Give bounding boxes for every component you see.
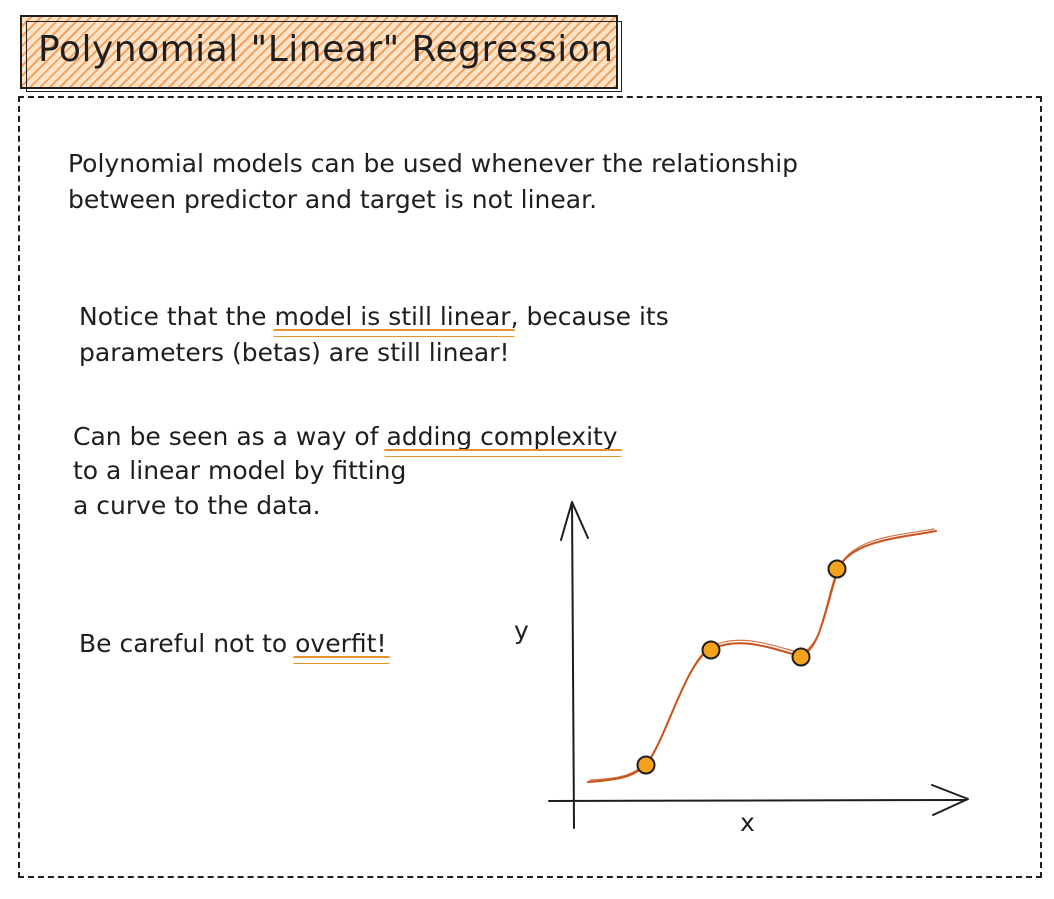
intro-line-2: between predictor and target is not line… [68, 185, 598, 214]
notice-text-post: , because its [510, 302, 669, 331]
careful-text-pre: Be careful not to [79, 629, 296, 658]
complexity-line-2: to a linear model by fitting [73, 456, 407, 485]
data-point-3 [791, 647, 811, 667]
x-axis-label: x [740, 808, 755, 837]
page-title: Polynomial "Linear" Regression [38, 29, 614, 70]
y-axis [571, 501, 575, 829]
careful-line: Be careful not to overfit! [79, 626, 391, 664]
data-point-2 [701, 640, 721, 660]
careful-highlight: overfit! [293, 626, 391, 664]
data-point-1 [636, 755, 656, 775]
complexity-line-3: a curve to the data. [73, 491, 321, 520]
y-axis-arrowhead [560, 501, 589, 541]
title-box: Polynomial "Linear" Regression [20, 15, 622, 92]
notice-line-2: parameters (betas) are still linear! [79, 338, 510, 367]
y-axis-label: y [514, 616, 529, 645]
notice-highlight: model is still linear [272, 299, 515, 337]
data-point-4 [827, 559, 847, 579]
complexity-highlight: adding complexity [384, 419, 622, 457]
complexity-text-pre: Can be seen as a way of [73, 422, 387, 451]
notice-line-1: Notice that the model is still linear, b… [79, 299, 669, 337]
x-axis-arrowhead [931, 784, 969, 816]
intro-line-1: Polynomial models can be used whenever t… [68, 149, 799, 178]
fitted-curve [587, 530, 937, 783]
content-frame [18, 96, 1042, 878]
complexity-line-1: Can be seen as a way of adding complexit… [73, 419, 622, 457]
fitted-curve-sketch [589, 528, 935, 781]
x-axis [548, 799, 967, 802]
notice-text-pre: Notice that the [79, 302, 275, 331]
